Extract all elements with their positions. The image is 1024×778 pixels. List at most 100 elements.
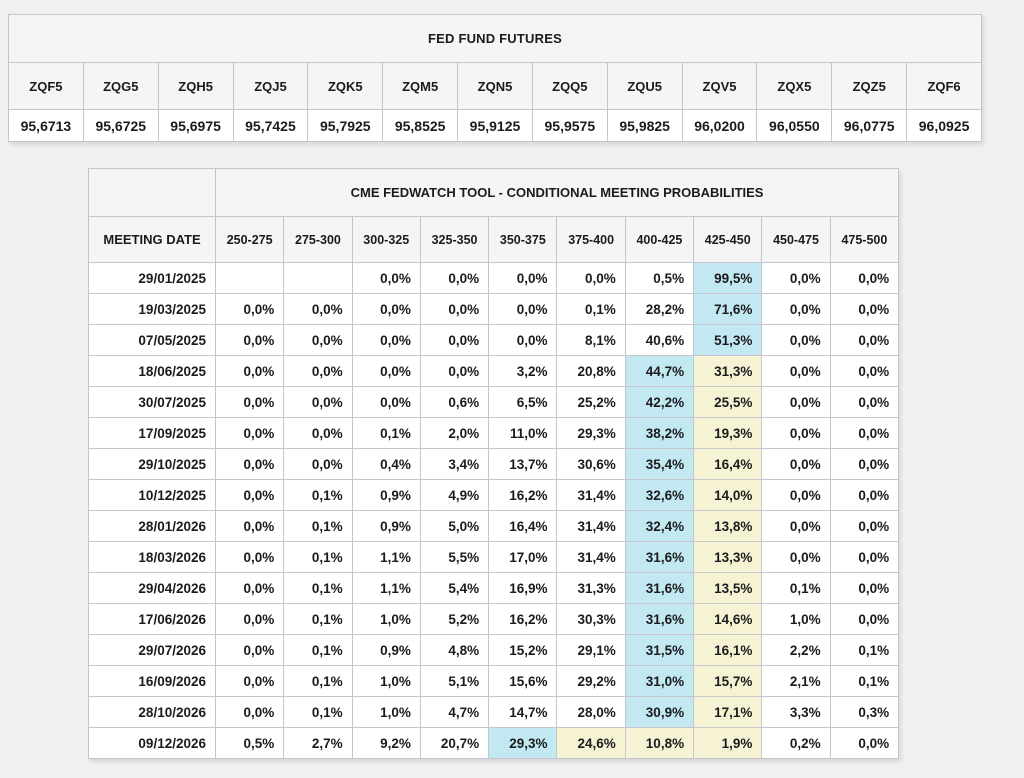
probability-cell: 0,0% — [829, 510, 900, 542]
futures-price-cell: 95,9825 — [606, 109, 683, 142]
probability-cell: 0,0% — [214, 324, 285, 356]
probability-cell: 29,3% — [556, 417, 626, 449]
probability-cell: 0,0% — [283, 355, 353, 387]
fedwatch-corner-cell — [88, 168, 216, 217]
probability-cell: 0,0% — [829, 479, 900, 511]
probability-cell: 25,5% — [693, 386, 763, 418]
futures-price-cell: 95,9575 — [531, 109, 608, 142]
meeting-date-cell: 17/06/2026 — [88, 603, 216, 635]
probability-row: 07/05/2025 0,0% 0,0% 0,0% 0,0% 0,0% 8,1% 40,6% 5… — [88, 324, 900, 356]
probability-cell: 16,2% — [488, 603, 558, 635]
futures-price-cell: 95,8525 — [382, 109, 459, 142]
probability-cell: 30,9% — [624, 696, 695, 728]
probability-cell: 0,0% — [829, 417, 900, 449]
probability-cell: 31,4% — [556, 510, 626, 542]
probability-row: 09/12/2026 0,5% 2,7% 9,2% 20,7% 29,3% 24,6% 10,… — [88, 727, 900, 759]
probability-cell: 0,0% — [214, 572, 285, 604]
probability-cell: 0,4% — [351, 448, 421, 480]
probability-cell: 0,0% — [351, 262, 421, 294]
probability-cell: 5,4% — [419, 572, 490, 604]
probability-cell: 0,0% — [214, 696, 285, 728]
probability-cell: 0,0% — [761, 355, 831, 387]
probability-cell: 0,1% — [829, 665, 900, 697]
futures-contract-header: ZQZ5 — [831, 62, 908, 110]
probability-cell: 0,0% — [761, 324, 831, 356]
probability-cell: 0,1% — [283, 696, 353, 728]
probability-cell: 71,6% — [693, 293, 763, 325]
probability-cell: 1,9% — [693, 727, 763, 759]
futures-contract-header: ZQM5 — [382, 62, 459, 110]
fed-fund-futures-table: FED FUND FUTURES ZQF5 ZQG5 ZQH5 ZQJ5 ZQK5 ZQM… — [8, 14, 982, 142]
probability-cell: 16,9% — [488, 572, 558, 604]
probability-cell: 0,1% — [283, 572, 353, 604]
probability-cell: 0,3% — [829, 696, 900, 728]
futures-price-row: 95,6713 95,6725 95,6975 95,7425 95,7925 95,85… — [8, 109, 982, 142]
probability-cell: 29,2% — [556, 665, 626, 697]
probability-cell: 16,4% — [488, 510, 558, 542]
probability-cell: 1,0% — [351, 603, 421, 635]
probability-cell: 38,2% — [624, 417, 695, 449]
probability-cell: 16,2% — [488, 479, 558, 511]
probability-cell: 31,0% — [624, 665, 695, 697]
probability-cell: 0,0% — [283, 386, 353, 418]
probability-cell: 28,2% — [624, 293, 695, 325]
meeting-date-cell: 18/06/2025 — [88, 355, 216, 387]
probability-cell: 0,0% — [419, 355, 490, 387]
probability-cell: 13,5% — [693, 572, 763, 604]
probability-cell: 31,6% — [624, 541, 695, 573]
probability-row: 10/12/2025 0,0% 0,1% 0,9% 4,9% 16,2% 31,4% 32,6… — [88, 479, 900, 511]
futures-contract-header: ZQJ5 — [232, 62, 309, 110]
probability-cell: 30,3% — [556, 603, 626, 635]
probability-cell: 0,0% — [214, 293, 285, 325]
probability-cell: 15,6% — [488, 665, 558, 697]
probability-cell: 42,2% — [624, 386, 695, 418]
meeting-date-cell: 16/09/2026 — [88, 665, 216, 697]
probability-cell: 35,4% — [624, 448, 695, 480]
futures-price-cell: 95,6975 — [157, 109, 234, 142]
probability-cell: 9,2% — [351, 727, 421, 759]
meeting-date-cell: 29/04/2026 — [88, 572, 216, 604]
probability-cell: 32,4% — [624, 510, 695, 542]
probability-cell: 20,8% — [556, 355, 626, 387]
probability-cell: 2,1% — [761, 665, 831, 697]
meeting-date-cell: 28/01/2026 — [88, 510, 216, 542]
probability-cell: 14,6% — [693, 603, 763, 635]
probability-cell: 0,0% — [829, 727, 900, 759]
meeting-date-cell: 28/10/2026 — [88, 696, 216, 728]
probability-cell: 0,0% — [829, 541, 900, 573]
probability-cell: 6,5% — [488, 386, 558, 418]
probability-cell: 0,0% — [283, 293, 353, 325]
probability-cell: 10,8% — [624, 727, 695, 759]
meeting-date-cell: 30/07/2025 — [88, 386, 216, 418]
probability-row: 29/01/2025 0,0% 0,0% 0,0% 0,0% 0,5% 99,5% 0,0% 0… — [88, 262, 900, 294]
rate-range-header: 475-500 — [829, 216, 900, 263]
probability-cell: 0,0% — [419, 324, 490, 356]
probability-cell: 32,6% — [624, 479, 695, 511]
probability-cell: 17,0% — [488, 541, 558, 573]
probability-cell: 0,1% — [283, 479, 353, 511]
probability-cell: 51,3% — [693, 324, 763, 356]
probability-row: 28/01/2026 0,0% 0,1% 0,9% 5,0% 16,4% 31,4% 32,4… — [88, 510, 900, 542]
probability-cell: 30,6% — [556, 448, 626, 480]
probability-cell: 0,9% — [351, 510, 421, 542]
probability-cell: 0,0% — [419, 262, 490, 294]
futures-contract-header: ZQF5 — [8, 62, 84, 110]
probability-cell: 15,2% — [488, 634, 558, 666]
probability-cell: 0,1% — [283, 665, 353, 697]
probability-cell: 4,8% — [419, 634, 490, 666]
probability-cell: 13,7% — [488, 448, 558, 480]
probability-cell: 25,2% — [556, 386, 626, 418]
futures-contract-header: ZQQ5 — [531, 62, 608, 110]
probability-cell: 0,0% — [761, 386, 831, 418]
rate-range-header: 325-350 — [419, 216, 490, 263]
probability-cell: 19,3% — [693, 417, 763, 449]
probability-row: 29/10/2025 0,0% 0,0% 0,4% 3,4% 13,7% 30,6% 35,4… — [88, 448, 900, 480]
rate-range-header: 300-325 — [351, 216, 421, 263]
futures-contract-header: ZQX5 — [756, 62, 833, 110]
probability-cell: 0,0% — [214, 634, 285, 666]
probability-cell: 0,0% — [761, 417, 831, 449]
probability-cell: 14,7% — [488, 696, 558, 728]
meeting-date-cell: 29/07/2026 — [88, 634, 216, 666]
probability-cell: 0,0% — [214, 603, 285, 635]
probability-cell: 0,0% — [283, 324, 353, 356]
